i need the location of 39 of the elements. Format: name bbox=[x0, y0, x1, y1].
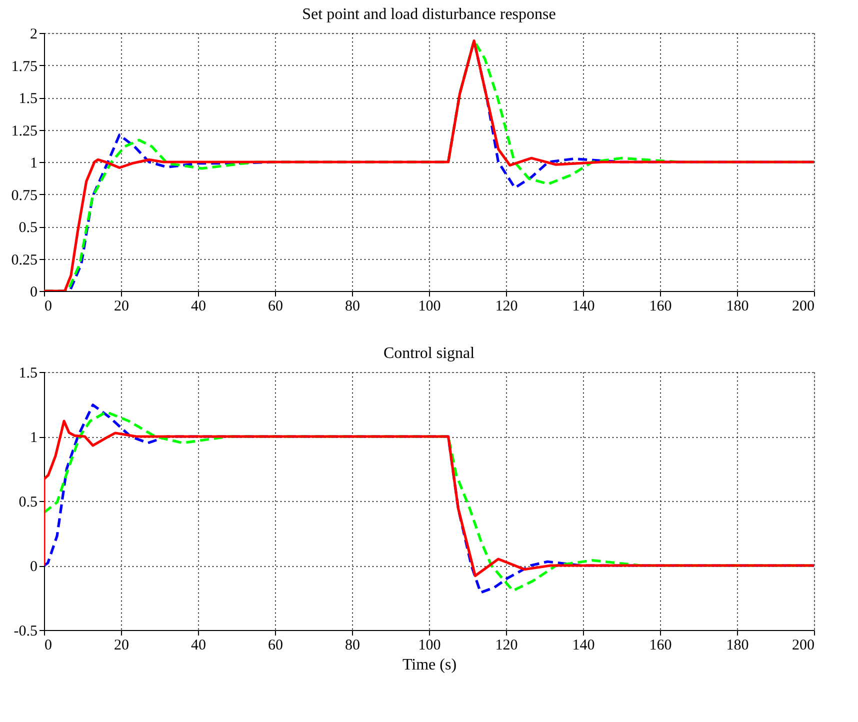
y-tick-label: 0 bbox=[30, 559, 38, 575]
x-tick-label: 60 bbox=[268, 638, 283, 654]
x-tick-label: 0 bbox=[44, 298, 52, 314]
x-tick-label: 120 bbox=[495, 638, 518, 654]
x-tick-label: 160 bbox=[649, 638, 672, 654]
x-tick-label: 100 bbox=[418, 638, 441, 654]
y-tick-label: 1.75 bbox=[11, 58, 38, 75]
chart-title: Set point and load disturbance response bbox=[302, 6, 556, 23]
y-tick-label: -0.5 bbox=[14, 624, 38, 640]
x-tick-label: 200 bbox=[792, 638, 814, 654]
x-tick-label: 0 bbox=[44, 638, 52, 654]
y-tick-label: 0.5 bbox=[18, 220, 38, 236]
x-tick-label: 120 bbox=[495, 298, 518, 314]
y-tick-label: 1.5 bbox=[18, 366, 38, 382]
y-tick-label: 1 bbox=[30, 156, 38, 172]
x-tick-label: 80 bbox=[345, 298, 360, 314]
x-tick-label: 20 bbox=[114, 298, 129, 314]
x-tick-label: 80 bbox=[345, 638, 360, 654]
y-tick-label: 0 bbox=[30, 284, 38, 300]
x-tick-label: 20 bbox=[114, 638, 129, 654]
x-tick-label: 180 bbox=[726, 298, 749, 314]
x-tick-label: 40 bbox=[191, 298, 206, 314]
y-tick-label: 0.5 bbox=[18, 494, 38, 510]
y-tick-label: 1.5 bbox=[18, 91, 38, 107]
x-tick-label: 180 bbox=[726, 638, 749, 654]
x-axis-title: Time (s) bbox=[402, 656, 457, 674]
x-tick-label: 200 bbox=[792, 298, 814, 314]
y-tick-label: 0.25 bbox=[11, 252, 38, 268]
x-tick-label: 160 bbox=[649, 298, 672, 314]
y-tick-label: 1 bbox=[30, 430, 38, 446]
x-tick-label: 40 bbox=[191, 638, 206, 654]
y-tick-label: 2 bbox=[30, 26, 38, 42]
x-tick-label: 140 bbox=[572, 638, 595, 654]
y-tick-label: 0.75 bbox=[11, 188, 38, 204]
x-tick-label: 140 bbox=[572, 298, 595, 314]
x-tick-label: 60 bbox=[268, 298, 283, 314]
chart-title: Control signal bbox=[383, 345, 476, 362]
x-tick-label: 100 bbox=[418, 298, 441, 314]
y-tick-label: 1.25 bbox=[11, 123, 38, 140]
